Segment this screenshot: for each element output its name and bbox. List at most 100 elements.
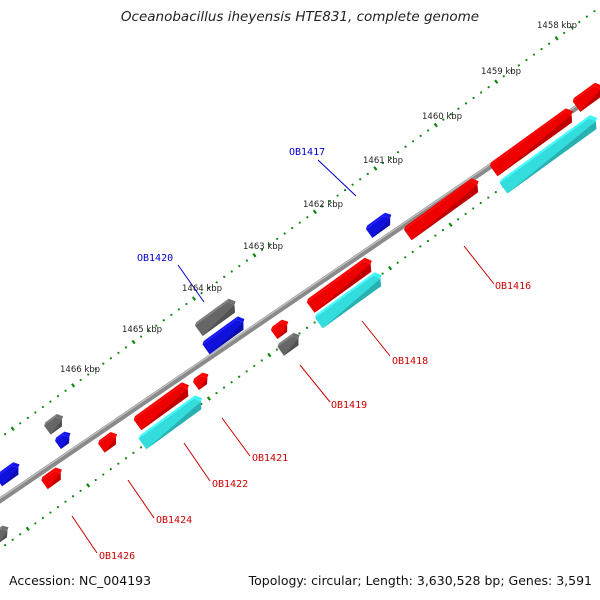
gene-label-ob1421[interactable]: OB1421: [252, 453, 288, 464]
gene-label-ob1426[interactable]: OB1426: [99, 551, 135, 562]
gene-small-grey-a-cap: [55, 414, 64, 420]
gene-ob1419-grey-face: [277, 336, 299, 356]
gene-ob1418-rna-face: [315, 275, 381, 329]
gene-edge-red-top: [572, 82, 595, 102]
outer-track-minor-tick: [283, 232, 286, 235]
inner-track-minor-tick: [124, 457, 127, 460]
label-leader-lines: [71, 159, 495, 554]
inner-track-minor-tick: [41, 516, 44, 520]
inner-track-major-tick: [448, 222, 453, 227]
outer-track-major-tick: [71, 383, 76, 388]
gene-ob1422-rna-shadow: [146, 401, 202, 450]
gene-ob1426-cap: [54, 467, 62, 473]
gene-ob1417-face: [365, 216, 391, 238]
gene-ob1419-grey-shadow: [283, 338, 299, 356]
outer-track-major-tick: [373, 166, 378, 171]
outer-track-minor-tick: [532, 53, 536, 56]
gene-ob1419-top: [270, 319, 282, 331]
inner-track-minor-tick: [11, 538, 14, 541]
outer-track-minor-tick: [404, 145, 407, 148]
outer-track-minor-tick: [238, 264, 241, 268]
gene-ob1422-shadow: [141, 388, 189, 431]
gene-ob1416-a-shadow: [497, 114, 573, 177]
leader-line-ob1421: [221, 417, 251, 457]
inner-track-minor-tick: [313, 321, 316, 324]
outer-track-minor-tick: [472, 96, 475, 100]
gene-label-ob1416[interactable]: OB1416: [495, 281, 531, 292]
inner-track-minor-tick: [404, 256, 407, 259]
outer-track-minor-tick: [540, 48, 543, 51]
gene-label-ob1419[interactable]: OB1419: [331, 400, 367, 411]
outer-track-minor-tick: [245, 259, 248, 262]
leader-line-ob1418: [361, 320, 391, 357]
gene-ob1416-a-face: [489, 111, 573, 177]
inner-track-minor-tick: [411, 250, 414, 253]
leader-line-ob1424: [127, 479, 155, 519]
genome-backbone: [0, 88, 600, 504]
inner-track-minor-tick: [456, 218, 460, 221]
inner-track-minor-tick: [426, 239, 429, 243]
leader-line-ob1419: [299, 364, 331, 403]
gene-ob1420-face: [202, 319, 244, 355]
accession-text: Accession: NC_004193: [9, 573, 152, 588]
gene-ob1420-grey-shadow: [202, 304, 235, 336]
outer-track-minor-tick: [570, 26, 573, 29]
gene-ob1417-shadow: [372, 218, 391, 238]
outer-track-minor-tick: [411, 140, 415, 143]
outer-track-minor-tick: [563, 31, 566, 34]
outer-track-minor-tick: [4, 433, 7, 436]
inner-track-minor-tick: [434, 234, 437, 237]
gene-ob1424-top: [98, 432, 111, 444]
gene-ob1422-rna-cap: [193, 395, 202, 402]
inner-track-minor-tick: [64, 500, 67, 503]
gene-ob1416-rna-top: [499, 115, 590, 183]
inner-track-minor-tick: [381, 272, 384, 275]
inner-track-minor-tick: [94, 478, 97, 482]
gene-ob1419-grey-cap: [292, 332, 300, 339]
scale-label-1460: 1460 kbp: [422, 112, 462, 122]
outer-track-minor-tick: [185, 302, 188, 306]
outer-track-minor-tick: [510, 69, 513, 72]
gene-label-ob1424[interactable]: OB1424: [156, 515, 192, 526]
outer-track-minor-tick: [64, 389, 67, 392]
gene-ob1416-a-top: [489, 108, 566, 166]
outer-track-major-tick: [252, 252, 257, 258]
gene-ob1419-shadow: [277, 325, 288, 339]
gene-ob1418-top: [306, 257, 365, 303]
outer-track-minor-tick: [124, 346, 128, 349]
outer-track-major-tick: [494, 79, 499, 84]
gene-edge-blue-top: [0, 462, 14, 475]
leader-line-ob1422: [183, 442, 211, 482]
outer-track-minor-tick: [56, 395, 60, 398]
labels: 1458 kbp 1459 kbp 1460 kbp 1461 kbp 1462…: [60, 21, 577, 562]
inner-track-minor-tick: [396, 261, 399, 264]
inner-track-major-tick: [388, 265, 393, 271]
gene-edge-blue-cap: [11, 462, 20, 468]
inner-track-minor-tick: [419, 245, 422, 248]
outer-track-minor-tick: [389, 156, 392, 159]
outer-track-minor-tick: [419, 134, 422, 138]
outer-track-major-tick: [10, 426, 15, 431]
gene-ob1416-rna-cap: [588, 115, 597, 122]
gene-label-ob1417[interactable]: OB1417: [289, 147, 325, 158]
outer-track-minor-tick: [34, 411, 37, 414]
gene-label-ob1420[interactable]: OB1420: [137, 253, 173, 264]
gene-ob1417-top: [365, 212, 385, 229]
outer-track-minor-tick: [351, 183, 354, 186]
inner-track-minor-tick: [109, 468, 112, 471]
gene-ob1426-face: [41, 470, 61, 490]
gene-ob1416-b-shadow: [411, 184, 478, 241]
outer-track-minor-tick: [381, 161, 384, 165]
gene-edge-red-face: [572, 86, 600, 112]
outer-track-minor-tick: [366, 172, 369, 175]
gene-label-ob1418[interactable]: OB1418: [392, 356, 428, 367]
outer-track-minor-tick: [525, 58, 528, 62]
gene-small-blue-a-cap: [63, 431, 71, 437]
gene-label-ob1422[interactable]: OB1422: [212, 479, 248, 490]
gene-ob1418-rna-cap: [373, 272, 382, 279]
inner-track-minor-tick: [275, 348, 278, 351]
outer-track-minor-tick: [102, 362, 105, 365]
inner-track-major-tick: [25, 526, 30, 532]
inner-track-minor-tick: [441, 229, 445, 232]
